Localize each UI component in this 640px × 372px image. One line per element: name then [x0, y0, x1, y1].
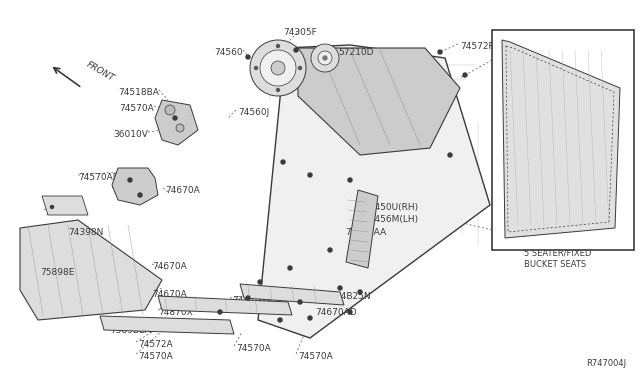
Circle shape: [281, 160, 285, 164]
Circle shape: [176, 124, 184, 132]
Circle shape: [298, 300, 302, 304]
Circle shape: [328, 248, 332, 252]
Text: 79456M(LH): 79456M(LH): [363, 215, 418, 224]
Circle shape: [358, 290, 362, 294]
Text: 7589BEA: 7589BEA: [110, 326, 151, 335]
Text: 74870XA: 74870XA: [232, 296, 273, 305]
Circle shape: [288, 266, 292, 270]
Bar: [492, 30, 634, 250]
Circle shape: [318, 51, 332, 65]
Text: 74670AA: 74670AA: [345, 228, 386, 237]
Circle shape: [463, 73, 467, 77]
Circle shape: [294, 48, 298, 52]
Text: 5 SEATER/FIXED: 5 SEATER/FIXED: [524, 248, 591, 257]
Polygon shape: [100, 316, 234, 334]
Text: 74570A: 74570A: [119, 104, 154, 113]
Text: 74518B: 74518B: [112, 186, 147, 195]
Text: 74670A: 74670A: [152, 290, 187, 299]
Text: 74670AA: 74670AA: [524, 224, 565, 233]
Text: 74518BA: 74518BA: [118, 88, 159, 97]
Text: R747004J: R747004J: [586, 359, 626, 368]
Text: 74398N: 74398N: [68, 228, 104, 237]
Text: 74570A: 74570A: [298, 352, 333, 361]
Text: 74570A: 74570A: [138, 352, 173, 361]
Circle shape: [250, 40, 306, 96]
Text: 74560: 74560: [214, 48, 243, 57]
Text: 36010V: 36010V: [113, 130, 148, 139]
Circle shape: [308, 316, 312, 320]
Text: 74305F: 74305F: [283, 28, 317, 37]
Text: 74811: 74811: [44, 208, 72, 217]
Circle shape: [271, 61, 285, 75]
Text: 74570A: 74570A: [236, 344, 271, 353]
Polygon shape: [346, 190, 378, 268]
Circle shape: [255, 67, 257, 70]
Circle shape: [276, 89, 280, 92]
Text: 57210D: 57210D: [338, 48, 374, 57]
Text: 74870X: 74870X: [158, 308, 193, 317]
Circle shape: [278, 318, 282, 322]
Polygon shape: [502, 40, 620, 238]
Circle shape: [258, 280, 262, 284]
Circle shape: [448, 153, 452, 157]
Circle shape: [51, 205, 54, 208]
Text: 74670A: 74670A: [165, 186, 200, 195]
Text: 74670AD: 74670AD: [315, 308, 356, 317]
Circle shape: [298, 67, 301, 70]
Circle shape: [260, 50, 296, 86]
Polygon shape: [298, 48, 460, 155]
Text: 74560J: 74560J: [238, 108, 269, 117]
Text: 74572R: 74572R: [460, 42, 495, 51]
Circle shape: [323, 56, 327, 60]
Polygon shape: [155, 100, 198, 145]
Text: BUCKET SEATS: BUCKET SEATS: [524, 260, 586, 269]
Circle shape: [311, 44, 339, 72]
Polygon shape: [258, 45, 490, 338]
Circle shape: [438, 50, 442, 54]
Polygon shape: [240, 284, 344, 305]
Text: 79450U(RH): 79450U(RH): [363, 203, 418, 212]
Circle shape: [338, 286, 342, 290]
Circle shape: [348, 178, 352, 182]
Text: 75898E: 75898E: [40, 268, 74, 277]
Text: FRONT: FRONT: [85, 60, 116, 84]
Text: 74572A: 74572A: [138, 340, 173, 349]
Polygon shape: [112, 168, 158, 205]
Circle shape: [246, 55, 250, 59]
Circle shape: [246, 296, 250, 300]
Circle shape: [308, 173, 312, 177]
Circle shape: [128, 178, 132, 182]
Polygon shape: [42, 196, 88, 215]
Polygon shape: [20, 220, 162, 320]
Text: 74670A: 74670A: [152, 262, 187, 271]
Circle shape: [173, 116, 177, 120]
Text: 64B25N: 64B25N: [335, 292, 371, 301]
Circle shape: [348, 310, 352, 314]
Circle shape: [218, 310, 222, 314]
Circle shape: [165, 105, 175, 115]
Text: 74570AD: 74570AD: [78, 173, 120, 182]
Polygon shape: [158, 296, 292, 315]
Circle shape: [138, 193, 142, 197]
Circle shape: [276, 45, 280, 48]
